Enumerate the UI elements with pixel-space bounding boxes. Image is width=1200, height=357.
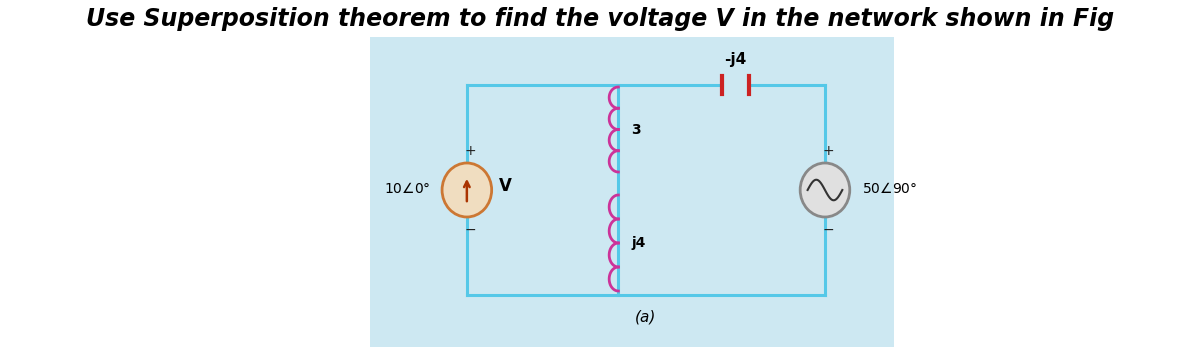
Circle shape <box>442 163 492 217</box>
Text: $10\angle0°$: $10\angle0°$ <box>384 181 430 196</box>
Text: +: + <box>464 144 476 158</box>
FancyBboxPatch shape <box>371 37 894 347</box>
Circle shape <box>800 163 850 217</box>
Text: −: − <box>823 223 834 237</box>
Text: V: V <box>499 177 512 195</box>
Text: j4: j4 <box>631 236 646 250</box>
Text: $50\angle90°$: $50\angle90°$ <box>862 181 917 196</box>
Text: −: − <box>464 223 476 237</box>
Text: 3: 3 <box>631 122 641 136</box>
Text: (a): (a) <box>635 310 656 325</box>
Text: +: + <box>823 144 834 158</box>
Text: Use Superposition theorem to find the voltage V in the network shown in Fig: Use Superposition theorem to find the vo… <box>86 7 1114 31</box>
Text: -j4: -j4 <box>725 52 746 67</box>
